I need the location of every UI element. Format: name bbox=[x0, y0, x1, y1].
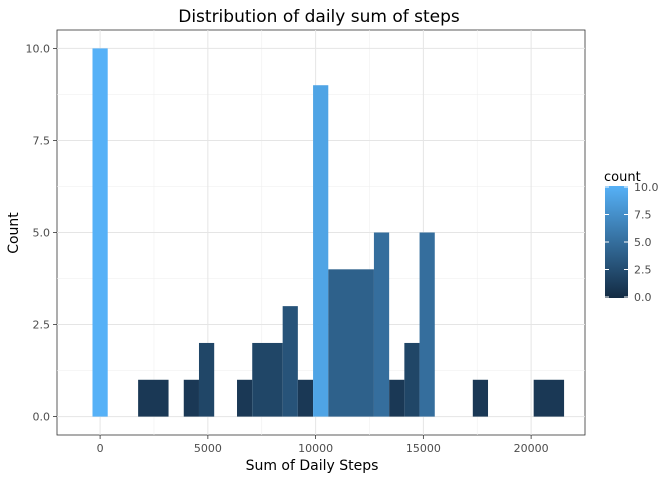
x-tick-label: 10000 bbox=[298, 442, 333, 455]
histogram-bar bbox=[138, 379, 169, 417]
x-axis-ticks: 0 5000 10000 15000 20000 bbox=[97, 435, 549, 455]
legend-tick-label: 10.0 bbox=[634, 181, 659, 194]
histogram-bar bbox=[297, 379, 314, 417]
legend-title: count bbox=[604, 170, 641, 185]
histogram-bar bbox=[198, 342, 215, 417]
y-tick-label: 5.0 bbox=[33, 227, 51, 240]
x-tick-label: 15000 bbox=[406, 442, 441, 455]
legend-tick-label: 2.5 bbox=[634, 264, 652, 277]
x-tick-label: 0 bbox=[97, 442, 104, 455]
x-axis-title: Sum of Daily Steps bbox=[246, 458, 379, 474]
bars bbox=[92, 48, 565, 417]
legend: count 10.0 7.5 5.0 2.5 0.0 bbox=[604, 170, 659, 304]
legend-tick-label: 7.5 bbox=[634, 209, 652, 222]
histogram-bar bbox=[389, 379, 405, 417]
y-tick-label: 10.0 bbox=[26, 42, 51, 55]
y-tick-label: 2.5 bbox=[33, 319, 51, 332]
x-tick-label: 20000 bbox=[514, 442, 549, 455]
histogram-bar bbox=[237, 379, 253, 417]
y-axis-title: Count bbox=[6, 212, 22, 254]
histogram-bar bbox=[472, 379, 489, 417]
legend-ticks: 10.0 7.5 5.0 2.5 0.0 bbox=[605, 181, 659, 304]
histogram-bar bbox=[533, 379, 565, 417]
histogram-bar bbox=[419, 232, 435, 417]
plot-panel bbox=[56, 29, 586, 436]
histogram-bar bbox=[373, 232, 390, 417]
y-axis-ticks: 0.0 2.5 5.0 7.5 10.0 bbox=[26, 42, 57, 424]
legend-colorbar bbox=[605, 186, 628, 298]
histogram-bar bbox=[183, 379, 199, 417]
histogram-bar bbox=[404, 342, 420, 417]
legend-tick-label: 0.0 bbox=[634, 291, 652, 304]
y-tick-label: 0.0 bbox=[33, 411, 51, 424]
chart-title: Distribution of daily sum of steps bbox=[178, 7, 460, 27]
histogram-bar bbox=[313, 85, 329, 417]
histogram-bar bbox=[282, 306, 298, 417]
legend-tick-label: 5.0 bbox=[634, 236, 652, 249]
histogram-bar bbox=[328, 269, 374, 417]
y-tick-label: 7.5 bbox=[33, 134, 51, 147]
histogram-bar bbox=[92, 48, 108, 417]
x-tick-label: 5000 bbox=[194, 442, 222, 455]
histogram-bar bbox=[252, 342, 283, 417]
